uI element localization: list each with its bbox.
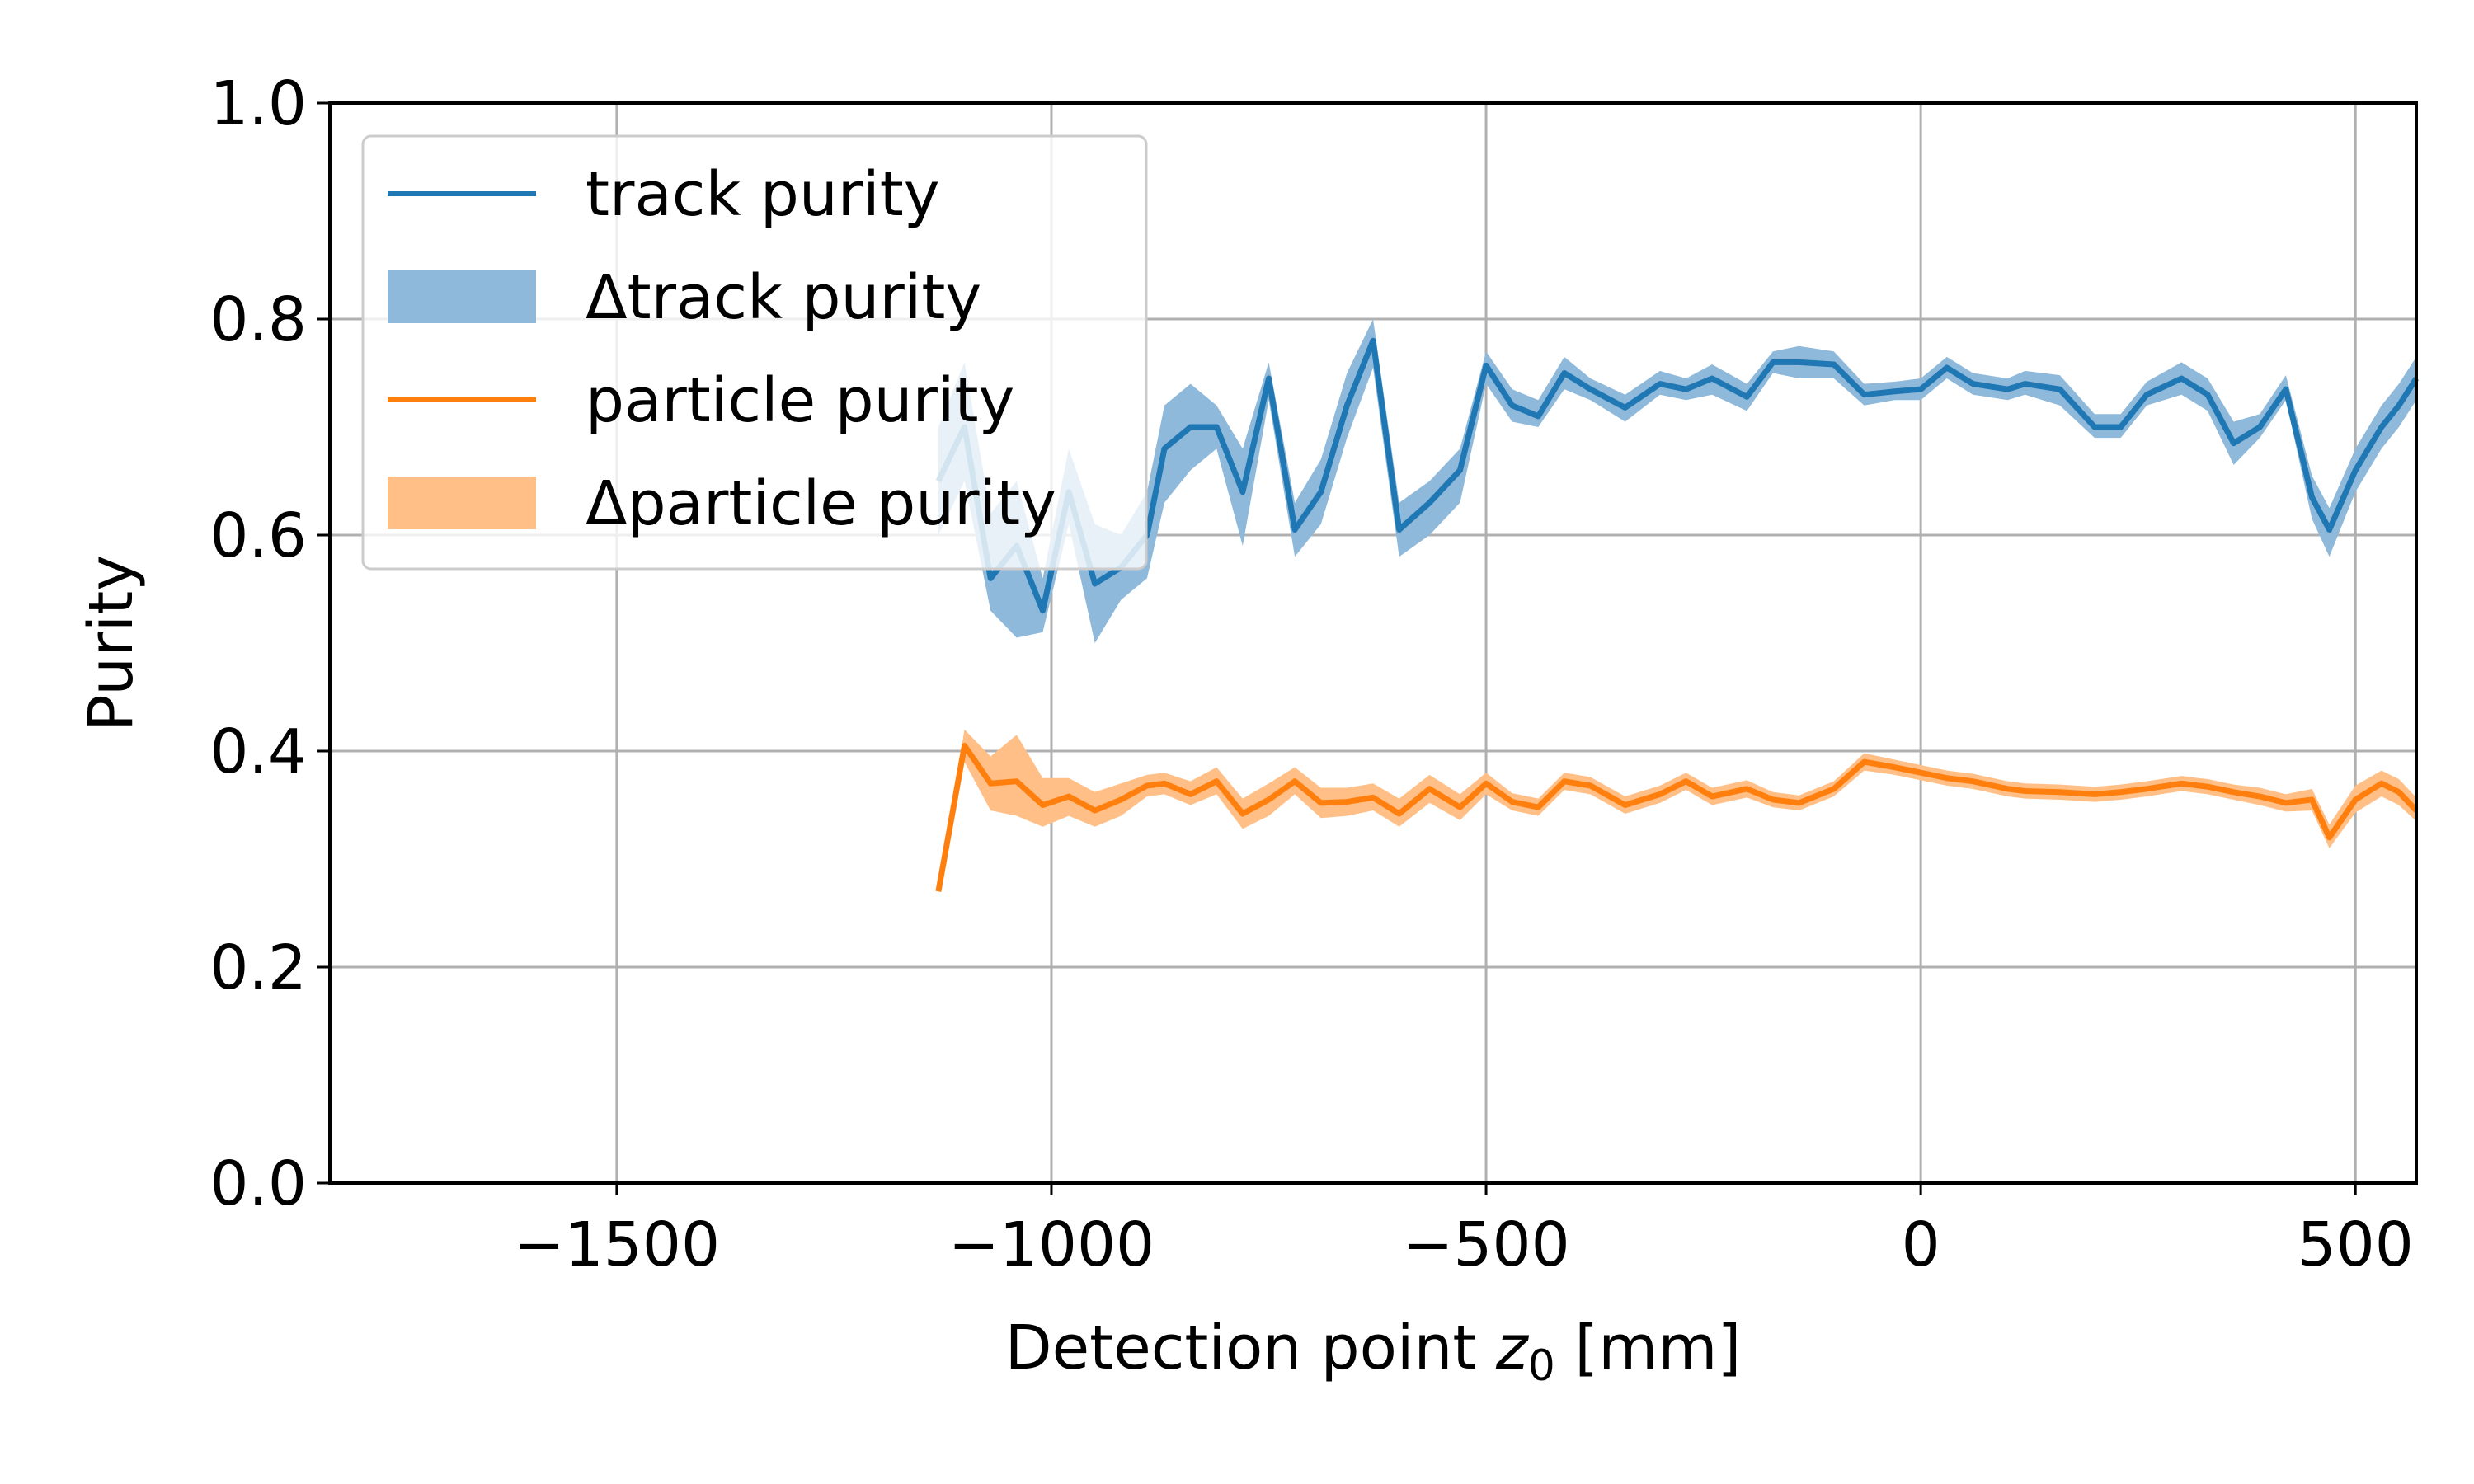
x-tick-label: −1000 bbox=[948, 1209, 1155, 1280]
y-axis-label: Purity bbox=[76, 555, 147, 731]
y-tick-label: 0.2 bbox=[209, 932, 307, 1003]
x-axis-label-prefix: Detection point bbox=[1005, 1313, 1496, 1383]
legend: track purity Δtrack purity particle puri… bbox=[361, 134, 1148, 571]
legend-label-particle-purity: particle purity bbox=[586, 365, 1014, 436]
y-tick-label: 1.0 bbox=[209, 68, 307, 139]
particle-uncertainty-band bbox=[938, 729, 2416, 894]
legend-track-band-swatch bbox=[388, 270, 536, 323]
legend-particle-band-swatch bbox=[388, 477, 536, 529]
x-axis-label-subscript: 0 bbox=[1528, 1341, 1555, 1391]
legend-label-track-purity: track purity bbox=[586, 159, 940, 230]
series-lines bbox=[935, 337, 2419, 892]
y-tick-label: 0.8 bbox=[209, 284, 307, 355]
y-tick-label: 0.4 bbox=[209, 716, 307, 787]
x-tick-label: −1500 bbox=[514, 1209, 720, 1280]
x-tick-label: 500 bbox=[2298, 1209, 2414, 1280]
x-axis-label-variable: z bbox=[1495, 1313, 1530, 1383]
particle-purity-line bbox=[935, 742, 2419, 892]
track-uncertainty-band bbox=[938, 319, 2416, 643]
legend-label-delta-track-purity: Δtrack purity bbox=[586, 262, 981, 333]
x-axis-label: Detection point z0 [mm] bbox=[1005, 1313, 1742, 1391]
uncertainty-bands bbox=[938, 319, 2416, 894]
y-tick-label: 0.6 bbox=[209, 500, 307, 571]
track-purity-line bbox=[935, 337, 2419, 614]
axis-ticks: −1500 −1000 −500 0 500 0.0 0.2 0.4 0.6 0.8 1.0 bbox=[209, 68, 2414, 1280]
x-tick-label: −500 bbox=[1402, 1209, 1569, 1280]
legend-box bbox=[361, 134, 1148, 571]
y-tick-label: 0.0 bbox=[209, 1148, 307, 1219]
legend-label-delta-particle-purity: Δparticle purity bbox=[586, 468, 1056, 539]
x-axis-label-unit: [mm] bbox=[1555, 1313, 1741, 1383]
x-tick-label: 0 bbox=[1902, 1209, 1940, 1280]
plot-frame bbox=[328, 101, 2418, 1185]
